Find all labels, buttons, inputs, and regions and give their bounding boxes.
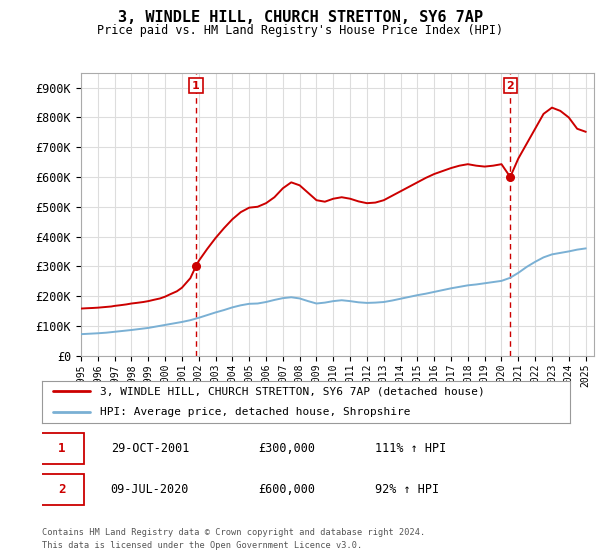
Text: 111% ↑ HPI: 111% ↑ HPI (374, 442, 446, 455)
Text: HPI: Average price, detached house, Shropshire: HPI: Average price, detached house, Shro… (100, 407, 410, 417)
Text: 1: 1 (192, 81, 200, 91)
Text: Price paid vs. HM Land Registry's House Price Index (HPI): Price paid vs. HM Land Registry's House … (97, 24, 503, 36)
Text: This data is licensed under the Open Government Licence v3.0.: This data is licensed under the Open Gov… (42, 541, 362, 550)
FancyBboxPatch shape (40, 474, 84, 505)
Text: £600,000: £600,000 (259, 483, 316, 496)
Text: 92% ↑ HPI: 92% ↑ HPI (374, 483, 439, 496)
FancyBboxPatch shape (40, 433, 84, 464)
Text: 2: 2 (506, 81, 514, 91)
Text: 3, WINDLE HILL, CHURCH STRETTON, SY6 7AP (detached house): 3, WINDLE HILL, CHURCH STRETTON, SY6 7AP… (100, 386, 485, 396)
Text: 1: 1 (58, 442, 65, 455)
Text: 09-JUL-2020: 09-JUL-2020 (110, 483, 189, 496)
Text: 29-OCT-2001: 29-OCT-2001 (110, 442, 189, 455)
Text: 3, WINDLE HILL, CHURCH STRETTON, SY6 7AP: 3, WINDLE HILL, CHURCH STRETTON, SY6 7AP (118, 10, 482, 25)
Text: £300,000: £300,000 (259, 442, 316, 455)
Text: Contains HM Land Registry data © Crown copyright and database right 2024.: Contains HM Land Registry data © Crown c… (42, 528, 425, 537)
Text: 2: 2 (58, 483, 65, 496)
